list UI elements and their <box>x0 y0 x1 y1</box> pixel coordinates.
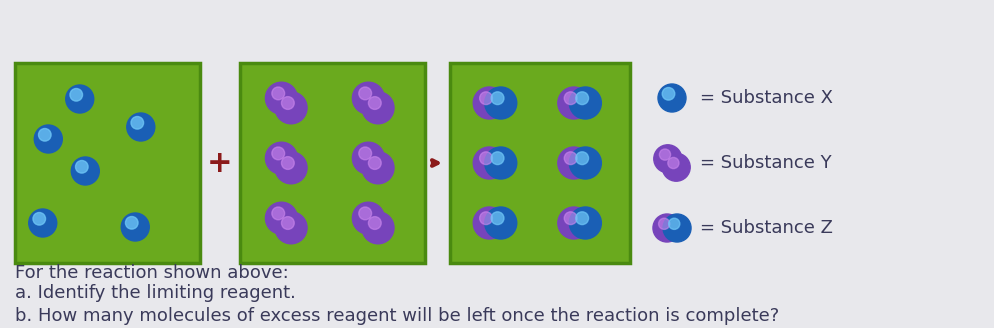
Circle shape <box>558 207 589 239</box>
Bar <box>240 63 425 263</box>
Circle shape <box>473 147 505 179</box>
Circle shape <box>127 113 155 141</box>
Circle shape <box>576 212 588 225</box>
Circle shape <box>353 82 385 114</box>
Circle shape <box>576 92 588 105</box>
Circle shape <box>565 92 578 105</box>
Bar <box>15 63 200 263</box>
Circle shape <box>33 213 46 225</box>
Circle shape <box>491 152 504 165</box>
Circle shape <box>275 152 307 184</box>
Circle shape <box>265 142 297 174</box>
Text: = Substance Y: = Substance Y <box>700 154 832 172</box>
Circle shape <box>485 87 517 119</box>
Circle shape <box>663 214 691 242</box>
Circle shape <box>491 212 504 225</box>
Circle shape <box>271 147 284 160</box>
Circle shape <box>39 129 51 141</box>
Text: +: + <box>207 149 233 177</box>
Bar <box>450 63 630 263</box>
Circle shape <box>473 207 505 239</box>
Circle shape <box>66 85 93 113</box>
Circle shape <box>558 147 589 179</box>
Circle shape <box>653 214 681 242</box>
Text: For the reaction shown above:: For the reaction shown above: <box>15 264 288 282</box>
Circle shape <box>369 97 382 110</box>
Circle shape <box>570 207 601 239</box>
Circle shape <box>359 87 372 100</box>
Circle shape <box>362 212 394 244</box>
Circle shape <box>570 87 601 119</box>
Circle shape <box>570 147 601 179</box>
Circle shape <box>131 116 143 129</box>
Circle shape <box>271 87 284 100</box>
Circle shape <box>485 147 517 179</box>
Circle shape <box>275 212 307 244</box>
Circle shape <box>558 87 589 119</box>
Circle shape <box>265 82 297 114</box>
Circle shape <box>659 149 671 160</box>
Circle shape <box>576 152 588 165</box>
Circle shape <box>485 207 517 239</box>
Circle shape <box>281 156 294 169</box>
Circle shape <box>281 216 294 229</box>
Circle shape <box>125 216 138 229</box>
Circle shape <box>565 212 578 225</box>
Circle shape <box>662 88 675 100</box>
Circle shape <box>362 92 394 124</box>
Circle shape <box>473 87 505 119</box>
Circle shape <box>281 97 294 110</box>
Circle shape <box>271 207 284 220</box>
Circle shape <box>353 142 385 174</box>
Circle shape <box>76 160 88 173</box>
Circle shape <box>654 145 682 173</box>
Circle shape <box>353 202 385 234</box>
Text: = Substance Z: = Substance Z <box>700 219 833 237</box>
Circle shape <box>658 84 686 112</box>
Circle shape <box>121 213 149 241</box>
Circle shape <box>659 218 670 229</box>
Circle shape <box>265 202 297 234</box>
Circle shape <box>668 157 679 169</box>
Circle shape <box>29 209 57 237</box>
Text: b. How many molecules of excess reagent will be left once the reaction is comple: b. How many molecules of excess reagent … <box>15 307 779 325</box>
Circle shape <box>480 152 492 165</box>
Circle shape <box>491 92 504 105</box>
Circle shape <box>662 153 690 181</box>
Circle shape <box>480 212 492 225</box>
Circle shape <box>275 92 307 124</box>
Circle shape <box>362 152 394 184</box>
Circle shape <box>359 207 372 220</box>
Circle shape <box>369 156 382 169</box>
Circle shape <box>369 216 382 229</box>
Circle shape <box>359 147 372 160</box>
Circle shape <box>72 157 99 185</box>
Circle shape <box>669 218 680 229</box>
Text: = Substance X: = Substance X <box>700 89 833 107</box>
Circle shape <box>35 125 63 153</box>
Circle shape <box>565 152 578 165</box>
Text: a. Identify the limiting reagent.: a. Identify the limiting reagent. <box>15 284 296 302</box>
Circle shape <box>480 92 492 105</box>
Circle shape <box>70 89 83 101</box>
